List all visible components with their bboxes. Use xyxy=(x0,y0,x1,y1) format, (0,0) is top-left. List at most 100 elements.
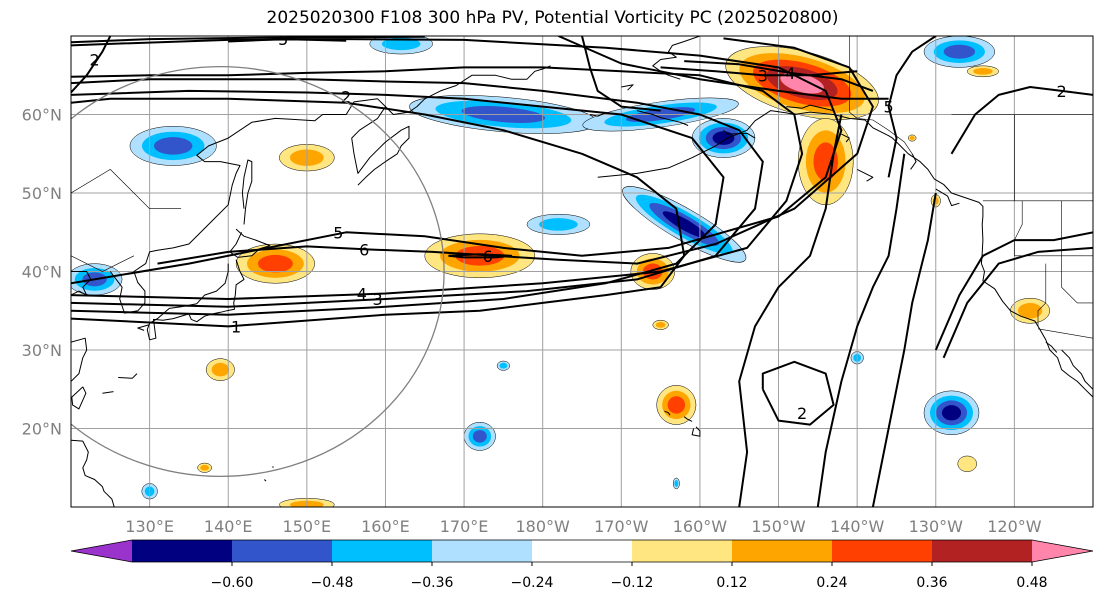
pv-contour: 4 xyxy=(71,66,804,303)
pv-contour xyxy=(871,192,937,507)
colorbar-swatch xyxy=(232,540,333,562)
contour-line xyxy=(816,153,906,507)
pv-contour: 5 xyxy=(884,36,937,178)
pv-contour: 6 xyxy=(157,37,874,265)
pv-anomaly-blob xyxy=(463,421,496,451)
pv-anomaly-blob xyxy=(908,134,917,142)
pv-contour xyxy=(71,36,425,44)
range-circle-outline xyxy=(71,66,445,477)
contour-line xyxy=(448,253,513,259)
lat-tick-label: 20°N xyxy=(22,420,62,439)
contour-line xyxy=(557,36,889,100)
coastlines xyxy=(71,36,1093,507)
coastline xyxy=(264,479,267,482)
pv-anomaly-blob xyxy=(797,118,854,206)
colorbar-outline xyxy=(70,539,1094,563)
lon-tick-label: 180°W xyxy=(516,517,571,536)
pv-contour xyxy=(942,246,1093,359)
pv-shade-level xyxy=(667,396,686,414)
coastline xyxy=(71,337,88,382)
colorbar-tick-label: 0.12 xyxy=(716,575,747,591)
coastline xyxy=(71,271,92,296)
coastline xyxy=(241,159,253,225)
pv-contour: 2 xyxy=(761,360,835,426)
coastline xyxy=(935,188,960,207)
pv-anomaly-blob xyxy=(672,477,680,490)
pv-contour: 3 xyxy=(71,78,764,309)
contour-line xyxy=(871,192,937,507)
colorbar-tick-label: −0.48 xyxy=(311,575,354,591)
pv-shade-level xyxy=(674,480,679,487)
map-frame xyxy=(70,35,1094,508)
colorbar-tick-label: 0.24 xyxy=(816,575,847,591)
pv-contour: 6 xyxy=(448,247,513,266)
axis-ticks: 130°E 140°E 150°E 160°E 170°E 180°W 170°W 160°W… xyxy=(22,106,1042,537)
coastline xyxy=(683,416,693,422)
pv-shade-level xyxy=(472,430,487,443)
pv-contour: 1 xyxy=(71,97,686,336)
pv-shade-level xyxy=(381,37,421,51)
political-border xyxy=(1014,200,1023,256)
pv-contour xyxy=(738,114,843,507)
contour-line xyxy=(71,78,764,308)
pv-contour: 4 xyxy=(684,60,874,92)
colorbar-swatch xyxy=(832,540,933,562)
range-circle xyxy=(71,66,445,477)
pv-shade-level xyxy=(973,67,993,75)
coastline xyxy=(351,106,410,186)
colorbar: −0.60 −0.48 −0.36 −0.24 −0.12 0.12 0.24 0.36 0.4… xyxy=(70,539,1094,591)
contour-label: 2 xyxy=(89,51,99,70)
contour-line xyxy=(934,231,1093,351)
pv-shade-level xyxy=(153,137,193,155)
pv-shade-level xyxy=(655,321,666,328)
colorbar-swatch xyxy=(932,540,1033,562)
contour-label: 4 xyxy=(357,284,367,303)
pv-anomaly-blob xyxy=(691,118,756,158)
coastline xyxy=(146,259,245,341)
lon-tick-label: 130°E xyxy=(125,517,174,536)
coastline xyxy=(118,373,138,379)
pv-anomaly-blob xyxy=(923,390,980,436)
lat-tick-label: 60°N xyxy=(22,106,62,125)
coastline xyxy=(786,104,834,112)
colorbar-swatch xyxy=(632,540,733,562)
lon-tick-label: 150°E xyxy=(283,517,332,536)
coastline xyxy=(621,84,634,91)
pv-contour xyxy=(934,231,1093,351)
colorbar-tick-label: 0.36 xyxy=(916,575,947,591)
coastline xyxy=(137,324,149,331)
contour-label: 2 xyxy=(341,87,351,106)
contour-label: 5 xyxy=(278,30,288,49)
colorbar-tick-label: 0.48 xyxy=(1016,575,1047,591)
contour-line xyxy=(761,360,835,426)
contour-line xyxy=(71,36,112,94)
coastline xyxy=(1061,349,1093,390)
pv-anomaly-blob xyxy=(622,186,747,263)
pv-anomaly-blob xyxy=(235,243,315,284)
contour-label: 4 xyxy=(785,64,795,83)
lon-tick-label: 130°W xyxy=(909,517,964,536)
colorbar-tick-label: −0.36 xyxy=(411,575,454,591)
pv-contour: 5 xyxy=(228,30,347,49)
pv-contour xyxy=(557,36,889,100)
pv-shade-level xyxy=(200,464,210,471)
pv-anomaly-blob xyxy=(129,126,217,166)
colorbar-swatch xyxy=(432,540,533,562)
pv-anomaly-blob xyxy=(966,65,999,78)
coastline xyxy=(102,391,114,394)
pv-anomaly-blob xyxy=(923,36,995,68)
colorbar-swatch xyxy=(332,540,433,562)
lon-tick-label: 160°W xyxy=(673,517,728,536)
contour-line xyxy=(581,36,661,112)
contour-label: 1 xyxy=(231,317,241,336)
pv-anomaly-blob xyxy=(197,462,212,473)
pv-shade-level xyxy=(712,131,735,145)
political-border xyxy=(71,255,135,272)
lat-tick-label: 30°N xyxy=(22,341,62,360)
lat-tick-label: 40°N xyxy=(22,263,62,282)
pv-contour: 2 xyxy=(71,87,725,316)
colorbar-tick-label: −0.24 xyxy=(511,575,554,591)
colorbar-tick-label: −0.12 xyxy=(611,575,654,591)
contour-line xyxy=(71,89,725,316)
